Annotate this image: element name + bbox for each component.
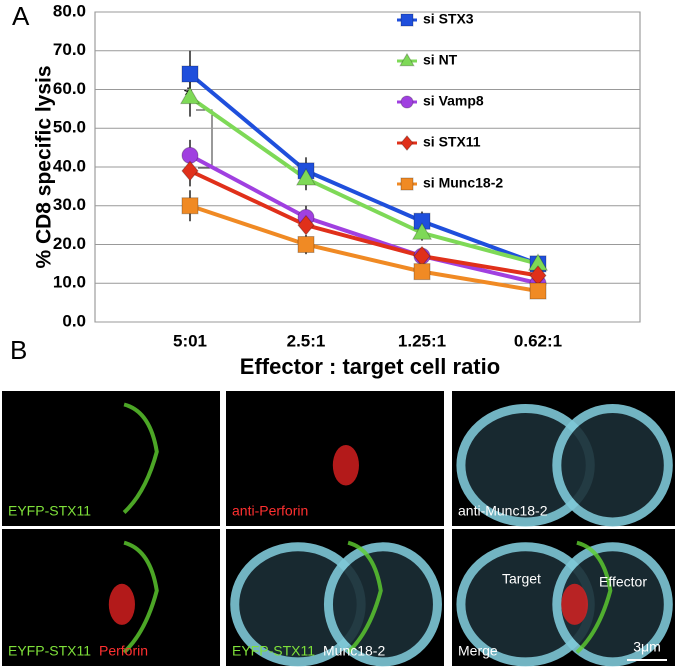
image-annotation: Target bbox=[502, 571, 541, 587]
granule-signal bbox=[108, 583, 135, 625]
marker bbox=[181, 160, 199, 182]
marker bbox=[529, 282, 547, 300]
marker bbox=[297, 236, 315, 253]
legend-label: si STX3 bbox=[423, 11, 474, 27]
image-label: Merge bbox=[458, 643, 498, 659]
micrographs: EYFP-STX11 anti-Perforin anti-Munc18-2 EYFP… bbox=[2, 391, 675, 667]
cell bbox=[552, 404, 673, 527]
image-label: Munc18-2 bbox=[323, 643, 385, 659]
x-tick-label: 2.5:1 bbox=[287, 331, 326, 350]
cell bbox=[323, 542, 442, 667]
micrograph: EYFP-STX11 bbox=[2, 391, 220, 526]
panel-label: A bbox=[12, 1, 30, 31]
micrograph: anti-Perforin bbox=[226, 391, 444, 526]
y-axis-title: % CD8 specific lysis bbox=[33, 65, 56, 268]
image-label: EYFP-STX11 bbox=[8, 503, 91, 519]
cell bbox=[552, 542, 673, 667]
legend-label: si STX11 bbox=[423, 134, 481, 150]
y-tick-label: 10.0 bbox=[53, 273, 86, 292]
marker bbox=[295, 168, 317, 186]
marker bbox=[181, 65, 199, 83]
marker bbox=[413, 245, 431, 267]
series-line bbox=[189, 169, 539, 278]
image-label: anti-Perforin bbox=[232, 503, 308, 519]
y-tick-label: 70.0 bbox=[53, 40, 86, 59]
image-bg bbox=[2, 391, 220, 526]
legend-label: si Munc18-2 bbox=[423, 175, 503, 191]
legend-label: si NT bbox=[423, 52, 458, 68]
micrograph: anti-Munc18-2 bbox=[452, 391, 675, 527]
membrane-signal bbox=[575, 540, 613, 654]
micrograph: EYFP-STX11 Perforin bbox=[2, 529, 220, 666]
micrograph: EYFP-STX11 Munc18-2 bbox=[226, 529, 444, 667]
legend-label: si Vamp8 bbox=[423, 93, 484, 109]
membrane-signal bbox=[122, 402, 159, 514]
image-label: EYFP-STX11 bbox=[8, 643, 91, 659]
panel-label: B bbox=[10, 335, 27, 365]
marker bbox=[399, 52, 415, 67]
x-tick-label: 5:01 bbox=[173, 331, 207, 350]
micrograph: Merge Target Effector 3μm bbox=[452, 529, 675, 667]
marker bbox=[400, 95, 414, 109]
granule-signal bbox=[561, 583, 589, 625]
series-line bbox=[189, 153, 539, 286]
y-tick-label: 80.0 bbox=[53, 1, 86, 20]
marker bbox=[400, 13, 414, 27]
marker bbox=[413, 263, 431, 281]
y-tick-label: 50.0 bbox=[53, 118, 86, 137]
image-label: anti-Munc18-2 bbox=[458, 503, 548, 519]
y-tick-label: 40.0 bbox=[53, 156, 86, 175]
marker bbox=[297, 214, 315, 236]
y-tick-label: 30.0 bbox=[53, 195, 86, 214]
bracket bbox=[196, 109, 213, 169]
membrane-signal bbox=[122, 540, 159, 654]
marker bbox=[400, 177, 414, 191]
marker bbox=[411, 222, 433, 240]
marker bbox=[179, 86, 201, 105]
x-tick-label: 0.62:1 bbox=[514, 331, 562, 350]
series-line bbox=[188, 72, 539, 266]
x-tick-label: 1.25:1 bbox=[398, 331, 446, 350]
scale-label: 3μm bbox=[633, 639, 661, 655]
series-line bbox=[188, 95, 539, 266]
marker bbox=[181, 197, 199, 215]
image-annotation: Effector bbox=[599, 574, 647, 590]
image-label: EYFP-STX11 bbox=[232, 643, 315, 659]
y-tick-label: 0.0 bbox=[62, 311, 86, 330]
x-axis-title: Effector : target cell ratio bbox=[240, 354, 500, 379]
y-tick-label: 60.0 bbox=[53, 79, 86, 98]
marker bbox=[400, 135, 414, 151]
image-label: Perforin bbox=[99, 643, 148, 659]
y-tick-label: 20.0 bbox=[53, 234, 86, 253]
series-line bbox=[189, 203, 539, 293]
membrane-signal bbox=[346, 540, 383, 654]
granule-signal bbox=[332, 445, 359, 486]
